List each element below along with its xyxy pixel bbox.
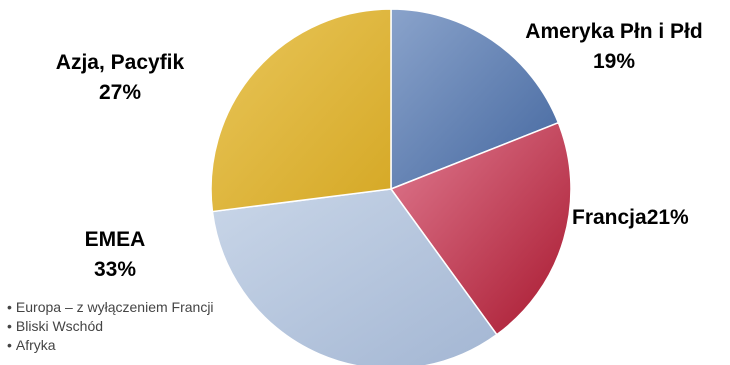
slice-label-asia-pacific: Azja, Pacyfik 27% — [20, 48, 220, 108]
slice-value-france: 21% — [646, 206, 689, 229]
slice-value-americas: 19% — [592, 50, 636, 73]
slice-americas — [390, 8, 560, 191]
emea-note-item: Bliski Wschód — [7, 317, 214, 336]
slice-emea — [211, 188, 498, 365]
slice-name-asia-pacific: Azja, Pacyfik — [55, 51, 185, 74]
slice-name-france: Francja — [572, 206, 647, 229]
slice-name-emea: EMEA — [84, 228, 146, 251]
slice-name-americas: Ameryka Płn i Płd — [525, 20, 703, 43]
emea-notes: Europa – z wyłączeniem Francji Bliski Ws… — [7, 298, 214, 355]
slice-asia-pacific — [210, 8, 392, 213]
slice-label-americas: Ameryka Płn i Płd 19% — [498, 17, 730, 77]
slice-value-asia-pacific: 27% — [98, 81, 142, 104]
slice-label-emea: EMEA 33% — [55, 225, 175, 285]
slice-label-france: Francja21% — [572, 203, 689, 233]
slice-france — [389, 121, 572, 336]
emea-note-item: Europa – z wyłączeniem Francji — [7, 298, 214, 317]
slice-value-emea: 33% — [93, 258, 137, 281]
emea-note-item: Afryka — [7, 336, 214, 355]
